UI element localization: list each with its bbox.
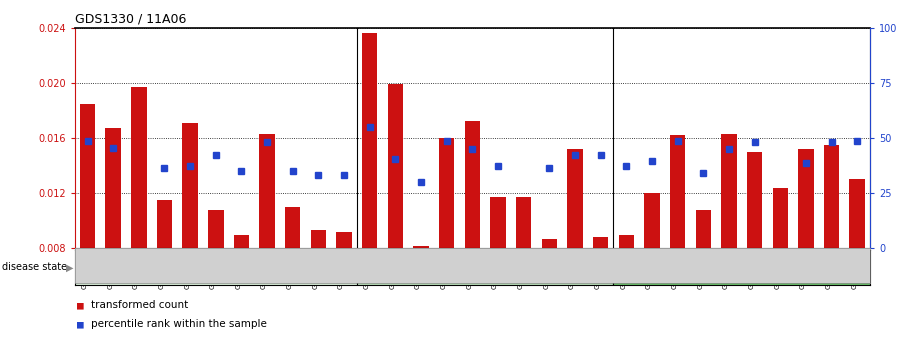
Text: ■: ■	[77, 319, 84, 329]
Text: percentile rank within the sample: percentile rank within the sample	[91, 319, 267, 329]
Bar	[234, 235, 249, 248]
Bar	[182, 123, 198, 248]
Bar	[208, 210, 223, 248]
Text: Crohn disease: Crohn disease	[448, 263, 522, 272]
Bar	[516, 197, 531, 248]
Bar	[131, 87, 147, 248]
Bar	[670, 135, 685, 248]
Bar	[311, 230, 326, 248]
Bar	[593, 237, 609, 248]
Bar	[414, 246, 429, 248]
Text: ■: ■	[77, 300, 84, 310]
Bar	[439, 138, 455, 248]
Bar	[388, 84, 403, 248]
Bar	[75, 250, 357, 285]
Bar	[362, 33, 377, 248]
Bar	[106, 128, 121, 248]
Text: normal: normal	[198, 263, 234, 272]
Bar	[619, 235, 634, 248]
Bar	[157, 200, 172, 248]
Text: disease state: disease state	[2, 263, 67, 272]
Bar	[644, 193, 660, 248]
Bar	[542, 239, 557, 248]
Bar	[490, 197, 506, 248]
Bar	[336, 232, 352, 248]
Text: ▶: ▶	[66, 263, 73, 272]
Bar	[465, 121, 480, 248]
Bar	[80, 104, 96, 248]
Bar	[696, 210, 711, 248]
Bar	[722, 134, 737, 248]
Bar	[849, 179, 865, 248]
Bar	[260, 134, 275, 248]
Bar	[747, 152, 763, 248]
Bar	[824, 145, 839, 248]
Bar	[613, 250, 870, 285]
Bar	[773, 188, 788, 248]
Bar	[568, 149, 583, 248]
Bar	[357, 250, 613, 285]
Text: GDS1330 / 11A06: GDS1330 / 11A06	[75, 12, 186, 25]
Text: transformed count: transformed count	[91, 300, 189, 310]
Text: ulcerative colitis: ulcerative colitis	[699, 263, 784, 272]
Bar	[285, 207, 301, 248]
Bar	[798, 149, 814, 248]
